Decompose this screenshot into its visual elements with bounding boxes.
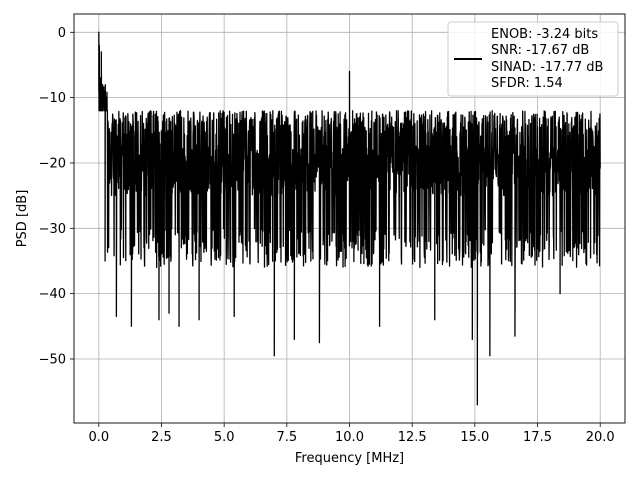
legend-sinad: SINAD: -17.77 dB (491, 60, 603, 75)
legend-enob: ENOB: -3.24 bits (491, 27, 598, 42)
x-axis-ticks: 0.0 2.5 5.0 7.5 10.0 12.5 15.0 17.5 20.0 (88, 423, 615, 445)
x-tick-label: 2.5 (151, 430, 172, 445)
x-tick-label: 0.0 (88, 430, 109, 445)
y-axis-ticks: 0 −10 −20 −30 −40 −50 (39, 26, 74, 367)
y-tick-label: −30 (39, 222, 66, 237)
legend-snr: SNR: -17.67 dB (491, 43, 589, 58)
x-tick-label: 15.0 (460, 430, 489, 445)
y-tick-label: 0 (58, 26, 66, 41)
x-tick-label: 12.5 (398, 430, 427, 445)
y-tick-label: −10 (39, 91, 66, 106)
legend: ENOB: -3.24 bits SNR: -17.67 dB SINAD: -… (447, 21, 619, 97)
x-tick-label: 10.0 (335, 430, 364, 445)
y-tick-label: −20 (39, 156, 66, 171)
x-tick-label: 17.5 (523, 430, 552, 445)
y-axis-label: PSD [dB] (15, 190, 30, 248)
x-tick-label: 7.5 (276, 430, 297, 445)
y-tick-label: −40 (39, 287, 66, 302)
psd-series-line (98, 31, 601, 406)
x-tick-label: 5.0 (214, 430, 235, 445)
legend-sfdr: SFDR: 1.54 (491, 76, 563, 91)
x-tick-label: 20.0 (586, 430, 615, 445)
y-tick-label: −50 (39, 352, 66, 367)
x-axis-label: Frequency [MHz] (295, 451, 404, 466)
legend-box (447, 21, 619, 97)
